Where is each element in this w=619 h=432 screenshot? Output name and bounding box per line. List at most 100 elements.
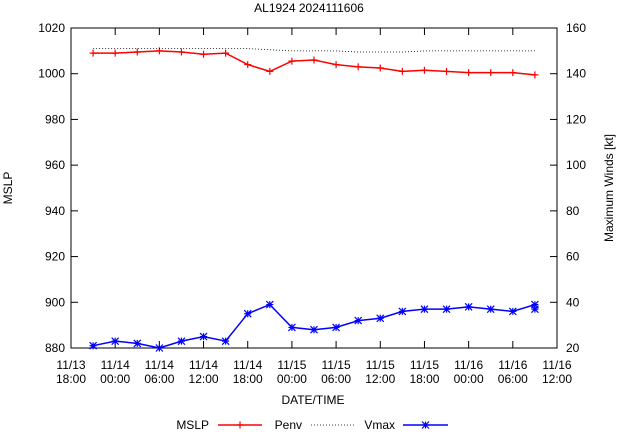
data-point-vmax	[177, 337, 186, 346]
legend-marker	[236, 421, 244, 429]
data-point-vmax	[111, 337, 120, 346]
x-tick-label-date: 11/14	[145, 358, 174, 372]
y-tick-label: 960	[45, 158, 65, 172]
data-point-mslp	[244, 61, 252, 69]
x-tick-label-time: 18:00	[56, 372, 86, 386]
data-point-mslp	[443, 67, 451, 75]
data-point-vmax	[420, 305, 429, 314]
series-penv	[93, 48, 535, 53]
data-point-mslp	[332, 61, 340, 69]
x-tick-label-time: 06:00	[144, 372, 174, 386]
data-point-mslp	[465, 69, 473, 77]
x-tick-label-date: 11/16	[542, 358, 571, 372]
y2-tick-label: 100	[566, 158, 586, 172]
data-point-mslp	[531, 71, 539, 79]
data-point-mslp	[420, 66, 428, 74]
x-tick-label-time: 00:00	[277, 372, 307, 386]
x-axis-label: DATE/TIME	[281, 393, 344, 407]
y2-axis-label: Maximum Winds [kt]	[602, 134, 616, 242]
data-point-vmax	[287, 323, 296, 332]
x-tick-label-time: 06:00	[321, 372, 351, 386]
x-tick-label-time: 12:00	[189, 372, 219, 386]
data-point-vmax	[243, 309, 252, 318]
y2-tick-label: 160	[566, 21, 586, 35]
data-point-vmax	[199, 332, 208, 341]
data-point-vmax	[133, 339, 142, 348]
data-point-vmax	[530, 305, 539, 314]
x-tick-label-date: 11/14	[233, 358, 262, 372]
y2-tick-label: 60	[566, 250, 580, 264]
x-tick-label-date: 11/15	[277, 358, 306, 372]
data-point-vmax	[398, 307, 407, 316]
x-tick-label-time: 12:00	[365, 372, 395, 386]
x-tick-label-time: 00:00	[100, 372, 130, 386]
data-point-mslp	[133, 48, 141, 56]
data-point-mslp	[509, 69, 517, 77]
x-tick-label-date: 11/15	[366, 358, 395, 372]
series-line-vmax	[92, 303, 536, 349]
data-point-vmax	[508, 307, 517, 316]
x-tick-label-date: 11/16	[454, 358, 483, 372]
data-point-vmax	[530, 300, 539, 309]
legend-label: Vmax	[364, 418, 395, 432]
y-tick-label: 940	[45, 204, 65, 218]
y2-tick-label: 40	[566, 295, 580, 309]
data-point-mslp	[177, 48, 185, 56]
x-tick-label-time: 18:00	[409, 372, 439, 386]
data-point-mslp	[222, 49, 230, 57]
data-point-mslp	[376, 64, 384, 72]
legend: MSLP Penv Vmax	[176, 418, 448, 432]
data-point-vmax	[89, 341, 98, 350]
series-layer	[89, 47, 539, 352]
data-point-mslp	[354, 63, 362, 71]
x-tick-label-time: 06:00	[498, 372, 528, 386]
y-tick-label: 900	[45, 295, 65, 309]
data-point-mslp	[288, 57, 296, 65]
y-tick-label: 920	[45, 250, 65, 264]
series-line-penv	[93, 48, 535, 53]
y2-tick-label: 140	[566, 67, 586, 81]
x-tick-label-date: 11/14	[101, 358, 130, 372]
data-point-vmax	[221, 337, 230, 346]
legend-label: MSLP	[176, 418, 209, 432]
data-point-vmax	[486, 305, 495, 314]
plot-frame	[70, 27, 558, 349]
data-point-vmax	[354, 316, 363, 325]
y-tick-label: 1000	[38, 67, 65, 81]
y2-tick-label: 120	[566, 112, 586, 126]
x-tick-label-time: 00:00	[454, 372, 484, 386]
data-point-vmax	[332, 323, 341, 332]
x-tick-label-date: 11/13	[56, 358, 85, 372]
data-point-vmax	[265, 300, 274, 309]
data-point-mslp	[266, 67, 274, 75]
data-point-mslp	[487, 69, 495, 77]
data-point-vmax	[310, 325, 318, 334]
series-vmax	[89, 300, 539, 352]
x-tick-label-date: 11/15	[410, 358, 439, 372]
data-point-vmax	[376, 314, 385, 323]
series-mslp	[89, 47, 539, 79]
x-tick-label-time: 12:00	[542, 372, 572, 386]
y2-tick-label: 20	[566, 341, 580, 355]
chart-title: AL1924 2024111606	[254, 1, 364, 15]
y2-tick-label: 80	[566, 204, 580, 218]
legend-label: Penv	[275, 418, 302, 432]
y-tick-label: 980	[45, 112, 65, 126]
legend-marker	[421, 421, 430, 429]
data-point-vmax	[442, 305, 451, 314]
data-point-mslp	[89, 49, 97, 57]
data-point-vmax	[464, 302, 473, 311]
axis-ticks: 880 900 920 940 960 980 1000 1020 20 40 60 80 100 120…	[38, 21, 586, 386]
data-point-mslp	[111, 49, 119, 57]
data-point-vmax	[155, 344, 164, 352]
data-point-mslp	[398, 67, 406, 75]
x-tick-label-time: 18:00	[233, 372, 263, 386]
y-axis-label: MSLP	[1, 172, 15, 205]
y-tick-label: 1020	[38, 21, 65, 35]
x-tick-label-date: 11/15	[322, 358, 351, 372]
x-tick-label-date: 11/14	[189, 358, 218, 372]
x-tick-label-date: 11/16	[498, 358, 527, 372]
data-point-mslp	[200, 50, 208, 58]
y-tick-label: 880	[45, 341, 65, 355]
